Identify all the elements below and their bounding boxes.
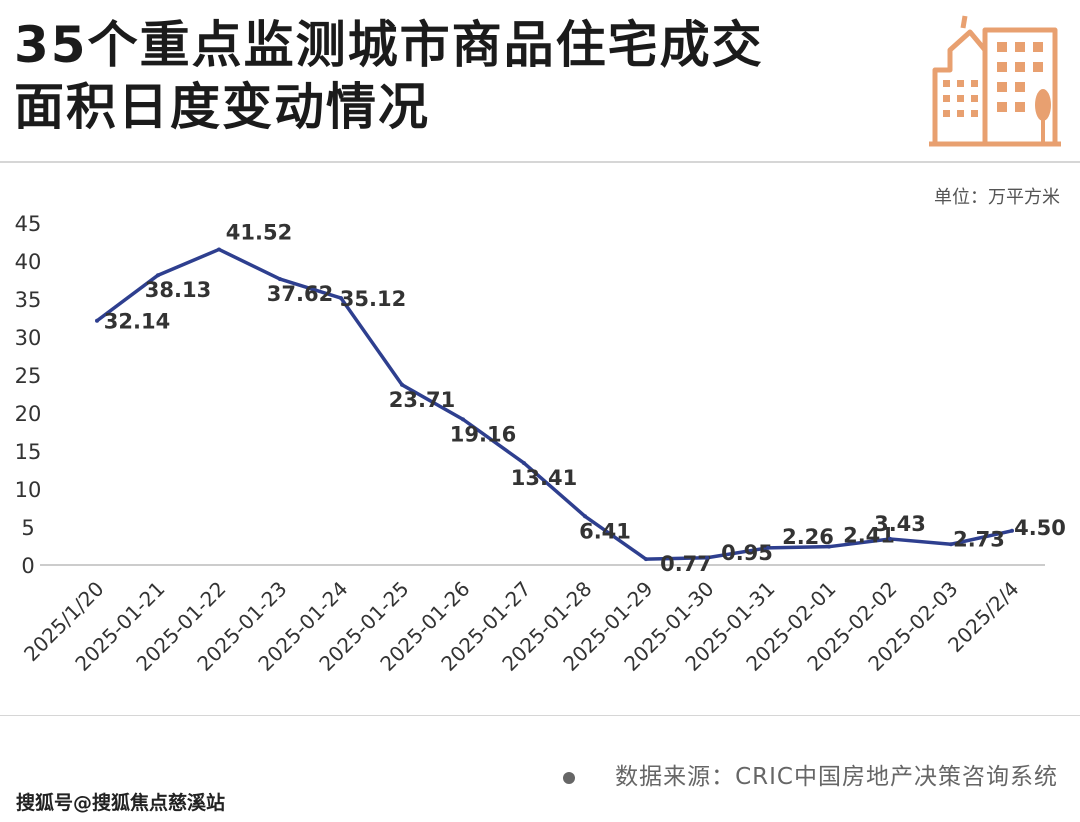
data-point xyxy=(339,296,343,301)
y-tick-label: 15 xyxy=(15,440,42,464)
data-label: 0.95 xyxy=(721,541,773,565)
data-label: 37.62 xyxy=(267,282,333,306)
data-point xyxy=(156,273,160,278)
title-line-2: 面积日度变动情况 xyxy=(14,78,430,136)
data-point xyxy=(522,461,526,466)
data-label: 32.14 xyxy=(104,310,170,334)
data-point xyxy=(888,536,892,541)
y-tick-label: 20 xyxy=(15,402,42,426)
data-label: 3.43 xyxy=(874,512,926,536)
data-point xyxy=(1010,528,1014,533)
y-tick-label: 25 xyxy=(15,364,42,388)
y-tick-label: 10 xyxy=(15,478,42,502)
top-divider xyxy=(0,161,1080,163)
series-line xyxy=(95,247,1013,561)
data-point xyxy=(217,247,221,252)
data-label: 23.71 xyxy=(389,388,455,412)
y-tick-label: 35 xyxy=(15,288,42,312)
data-point xyxy=(766,545,770,550)
data-label: 0.77 xyxy=(660,552,712,576)
data-label: 41.52 xyxy=(226,220,292,244)
data-point xyxy=(705,555,709,560)
y-tick-label: 5 xyxy=(21,516,34,540)
data-point xyxy=(95,318,99,323)
data-label: 38.13 xyxy=(145,278,211,302)
data-point xyxy=(278,277,282,282)
data-label: 4.50 xyxy=(1014,516,1066,540)
bullet-dot-icon xyxy=(563,771,576,784)
chart-title: 35个重点监测城市商品住宅成交 面积日度变动情况 xyxy=(14,14,914,138)
data-point xyxy=(949,542,953,547)
data-label: 6.41 xyxy=(579,519,631,543)
data-label: 35.12 xyxy=(340,287,406,311)
data-point xyxy=(583,514,587,519)
source-note: 数据来源：CRIC中国房地产决策咨询系统 xyxy=(563,757,1058,791)
bottom-divider xyxy=(0,715,1080,716)
data-point xyxy=(827,544,831,549)
y-tick-label: 30 xyxy=(15,326,42,350)
data-point xyxy=(400,382,404,387)
unit-label: 单位：万平方米 xyxy=(934,187,1060,208)
y-tick-label: 0 xyxy=(21,554,34,578)
data-label: 13.41 xyxy=(511,466,577,490)
data-label: 19.16 xyxy=(450,422,516,446)
y-tick-label: 45 xyxy=(15,212,42,236)
data-point xyxy=(461,417,465,422)
data-label: 2.26 xyxy=(782,525,834,549)
data-point xyxy=(644,557,648,562)
footer-watermark: 搜狐号@搜狐焦点慈溪站 xyxy=(16,792,226,814)
city-buildings-logo-icon xyxy=(929,15,1061,147)
data-label: 2.73 xyxy=(953,527,1005,551)
title-line-1: 35个重点监测城市商品住宅成交 xyxy=(14,16,764,74)
y-tick-label: 40 xyxy=(15,250,42,274)
source-text: 数据来源：CRIC中国房地产决策咨询系统 xyxy=(615,764,1058,790)
data-label: 2.41 xyxy=(843,524,895,548)
line-chart: 0510152025303540452025/1/202025-01-21202… xyxy=(15,212,1066,676)
